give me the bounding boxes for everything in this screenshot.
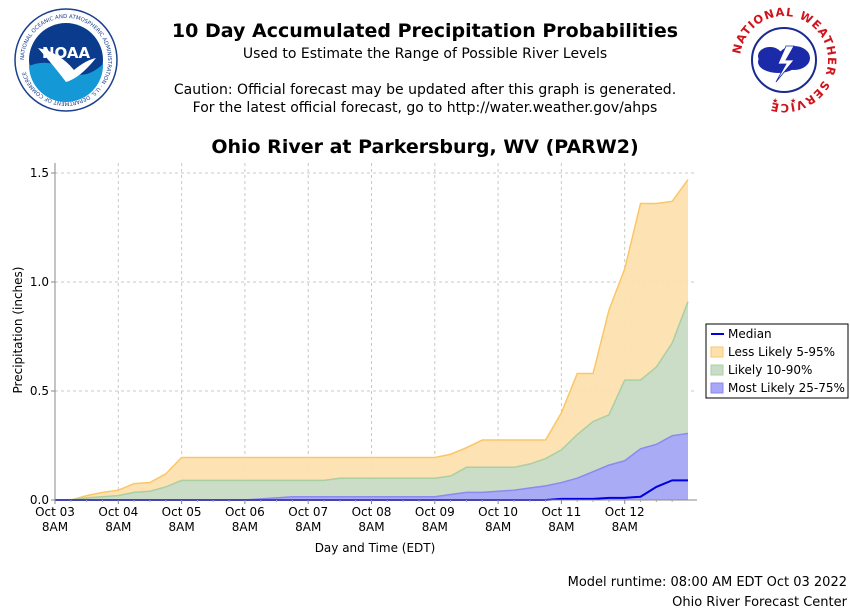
legend-label: Likely 10-90% [728, 363, 812, 377]
x-tick-label-time: 8AM [358, 520, 384, 534]
x-tick-label-day: Oct 03 [35, 505, 75, 519]
noaa-logo: NATIONAL OCEANIC AND ATMOSPHERIC ADMINIS… [14, 8, 118, 112]
chart-title: Ohio River at Parkersburg, WV (PARW2) [211, 136, 639, 158]
legend-swatch [710, 364, 724, 376]
x-tick-label-day: Oct 04 [98, 505, 138, 519]
y-tick-label: 1.0 [30, 275, 49, 289]
x-tick-label-day: Oct 05 [162, 505, 202, 519]
svg-text:★: ★ [772, 97, 778, 105]
y-axis-label: Precipitation (inches) [11, 267, 25, 394]
x-tick-label-time: 8AM [295, 520, 321, 534]
area-edge-less-likely-5-95- [55, 179, 689, 501]
legend-label: Most Likely 25-75% [728, 381, 845, 395]
legend-swatch [710, 346, 724, 358]
x-tick-label-day: Oct 08 [352, 505, 392, 519]
x-tick-label-time: 8AM [612, 520, 638, 534]
x-tick-label-day: Oct 09 [415, 505, 455, 519]
nws-logo: NATIONAL WEATHER SERVICE ★ ★ [729, 5, 838, 115]
y-tick-label: 1.5 [30, 166, 49, 180]
page-title: 10 Day Accumulated Precipitation Probabi… [171, 20, 679, 42]
legend-label: Median [728, 327, 772, 341]
page-subtitle: Used to Estimate the Range of Possible R… [242, 46, 608, 62]
forecast-center: Ohio River Forecast Center [672, 595, 847, 610]
x-tick-label-day: Oct 06 [225, 505, 265, 519]
x-axis-label: Day and Time (EDT) [315, 541, 436, 555]
model-runtime: Model runtime: 08:00 AM EDT Oct 03 2022 [567, 575, 847, 590]
x-tick-label-time: 8AM [232, 520, 258, 534]
caution-link-text: For the latest official forecast, go to … [192, 100, 658, 116]
caution-text: Caution: Official forecast may be update… [173, 82, 677, 98]
x-tick-label-day: Oct 11 [541, 505, 581, 519]
x-tick-label-time: 8AM [42, 520, 68, 534]
x-tick-label-time: 8AM [548, 520, 574, 534]
x-tick-label-day: Oct 10 [478, 505, 518, 519]
area-most-likely-25-75- [55, 433, 688, 500]
x-tick-label-day: Oct 07 [288, 505, 328, 519]
legend-swatch [710, 382, 724, 394]
noaa-logo-text: NOAA [42, 44, 91, 62]
x-tick-label-time: 8AM [485, 520, 511, 534]
x-tick-label-day: Oct 12 [605, 505, 645, 519]
y-tick-label: 0.5 [30, 384, 49, 398]
svg-text:★: ★ [790, 97, 796, 105]
legend-label: Less Likely 5-95% [728, 345, 835, 359]
y-tick-label: 0.0 [30, 493, 49, 507]
legend-box [705, 323, 849, 399]
x-tick-label-time: 8AM [422, 520, 448, 534]
area-edge-likely-10-90- [55, 301, 689, 501]
x-tick-label-time: 8AM [168, 520, 194, 534]
x-tick-label-time: 8AM [105, 520, 131, 534]
